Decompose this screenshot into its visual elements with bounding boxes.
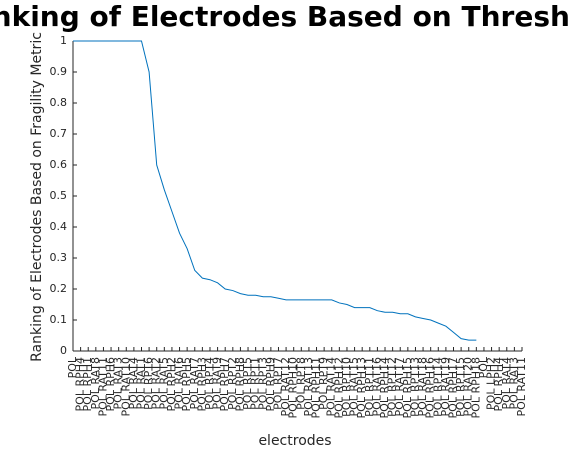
x-tick-label: POL RPT8	[294, 357, 307, 410]
x-tick-label: POL RPT2	[226, 357, 239, 410]
x-tick-label: POL RAT4	[127, 357, 140, 410]
x-tick-label: POL RPH18	[469, 357, 482, 418]
x-tick-label: POL RAT10	[119, 357, 132, 417]
x-tick-label: POL RAT5	[157, 357, 170, 410]
x-tick-label: POL	[66, 356, 79, 378]
x-tick-label: POL RPH3	[195, 357, 208, 411]
x-tick-label: POL RAT14	[325, 357, 338, 417]
x-tick-label: POL RAT19	[439, 357, 452, 417]
x-tick-label: POL RAT13	[302, 357, 315, 417]
x-tick-label: POL RAT9	[211, 357, 224, 410]
x-tick-label: POL RAT6	[173, 357, 186, 410]
x-tick-label: POL RPH8	[233, 357, 246, 411]
x-tick-label: POL	[477, 356, 490, 378]
x-tick-label: POL RPH14	[378, 357, 391, 418]
x-tick-label: POL RPH15	[401, 357, 414, 418]
x-tick-label: POL LPH2	[485, 357, 498, 410]
x-tick-label: POL RPT11	[363, 357, 376, 417]
y-tick-label: 0.4	[50, 220, 68, 233]
x-tick-label: POL RPH4	[74, 357, 87, 411]
y-tick-label: 0.7	[50, 127, 68, 140]
x-tick-label: POL RAT16	[370, 357, 383, 417]
x-tick-label: POL RPH13	[355, 357, 368, 418]
x-tick-label: POL RPH2	[165, 357, 178, 411]
x-tick-label: POL RPT12	[386, 357, 399, 417]
x-tick-label: POL RAT8	[89, 357, 102, 410]
x-tick-label: POL RPT14	[431, 357, 444, 417]
x-tick-label: POL RPT13	[408, 357, 421, 417]
y-axis-label: Ranking of Electrodes Based on Fragility…	[29, 32, 45, 362]
y-tick-label: 0.9	[50, 65, 68, 78]
x-tick-label: POL RAT11	[515, 357, 528, 417]
x-tick-label: POL RPH7	[218, 357, 231, 411]
x-tick-label: POL RPT10	[340, 357, 353, 417]
x-tick-label: POL RAT18	[416, 357, 429, 417]
y-tick-label: 1	[60, 34, 67, 47]
x-tick-label: POL RPT1	[249, 357, 262, 410]
x-tick-label: POL RAT7	[188, 357, 201, 410]
data-line	[73, 40, 477, 341]
x-tick-label: POL RAT20	[462, 357, 475, 417]
x-axis-label: electrodes	[258, 433, 331, 449]
x-tick-label: POL RPH5	[180, 357, 193, 411]
chart-title: Ranking of Electrodes Based on Threshold	[0, 0, 570, 33]
x-tick-label: POL RAT17	[393, 357, 406, 417]
x-tick-label: POL RPH1	[81, 357, 94, 411]
x-tick-label: POL RPT4	[203, 357, 216, 410]
x-tick-label: POL RAT2	[150, 357, 163, 410]
x-tick-label: POL RPT15	[454, 357, 467, 417]
x-tick-label: POL RPT7	[271, 357, 284, 410]
y-tick-label: 0.8	[50, 96, 68, 109]
x-tick-label: POL RAT11	[96, 357, 109, 417]
y-tick-label: 0	[60, 344, 67, 357]
x-tick-label: POL RAT3	[507, 357, 520, 410]
y-tick-label: 0.1	[50, 313, 68, 326]
y-tick-label: 0.6	[50, 158, 68, 171]
y-tick-label: 0.5	[50, 189, 68, 202]
x-tick-label: POL RPH12	[332, 357, 345, 418]
x-tick-label: POL RAT3	[112, 357, 125, 410]
x-tick-label: POL RPH4	[492, 357, 505, 411]
x-tick-label: POL RPH11	[310, 357, 323, 418]
x-tick-label: POL RAT15	[348, 357, 361, 417]
y-tick-label: 0.2	[50, 282, 68, 295]
x-tick-label: POL RPH17	[447, 357, 460, 418]
x-tick-label: POL RAT12	[279, 357, 292, 417]
x-tick-label: POL RPT6	[142, 357, 155, 410]
x-tick-label: POL RPH6	[104, 357, 117, 411]
x-tick-label: POL RPT9	[317, 357, 330, 410]
x-tick-label: POL RPH9	[264, 357, 277, 411]
x-tick-label: POL RPT5	[241, 357, 254, 410]
x-tick-label: POL RPT3	[256, 357, 269, 410]
x-tick-label: POL RPH10	[287, 357, 300, 418]
x-tick-label: POL RPH16	[424, 357, 437, 418]
y-tick-label: 0.3	[50, 251, 68, 264]
x-tick-label: POL RAT4	[500, 357, 513, 410]
x-tick-label: POL RAT1	[134, 357, 147, 410]
